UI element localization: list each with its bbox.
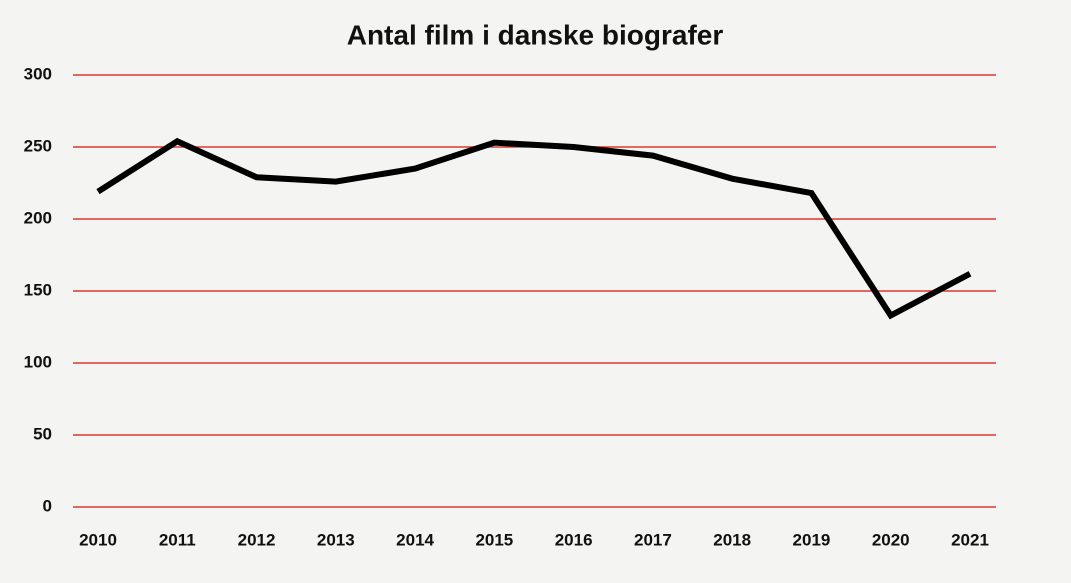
x-tick-label: 2016: [555, 530, 593, 549]
x-tick-label: 2019: [793, 530, 831, 549]
data-line: [96, 137, 972, 320]
y-tick-label: 100: [24, 352, 52, 371]
chart-title: Antal film i danske biografer: [347, 19, 724, 50]
x-tick-label: 2012: [238, 530, 276, 549]
x-tick-label: 2013: [317, 530, 355, 549]
y-tick-label: 150: [24, 280, 52, 299]
y-tick-label: 250: [24, 136, 52, 155]
x-tick-label: 2021: [951, 530, 989, 549]
y-tick-label: 50: [33, 424, 52, 443]
x-tick-label: 2011: [159, 530, 196, 549]
x-tick-label: 2010: [79, 530, 117, 549]
y-tick-label: 200: [24, 208, 52, 227]
y-tick-label: 300: [24, 64, 52, 83]
x-tick-label: 2015: [475, 530, 513, 549]
y-tick-label: 0: [43, 496, 52, 515]
x-tick-label: 2017: [634, 530, 672, 549]
x-tick-label: 2020: [872, 530, 910, 549]
x-tick-label: 2018: [713, 530, 751, 549]
x-tick-label: 2014: [396, 530, 434, 549]
